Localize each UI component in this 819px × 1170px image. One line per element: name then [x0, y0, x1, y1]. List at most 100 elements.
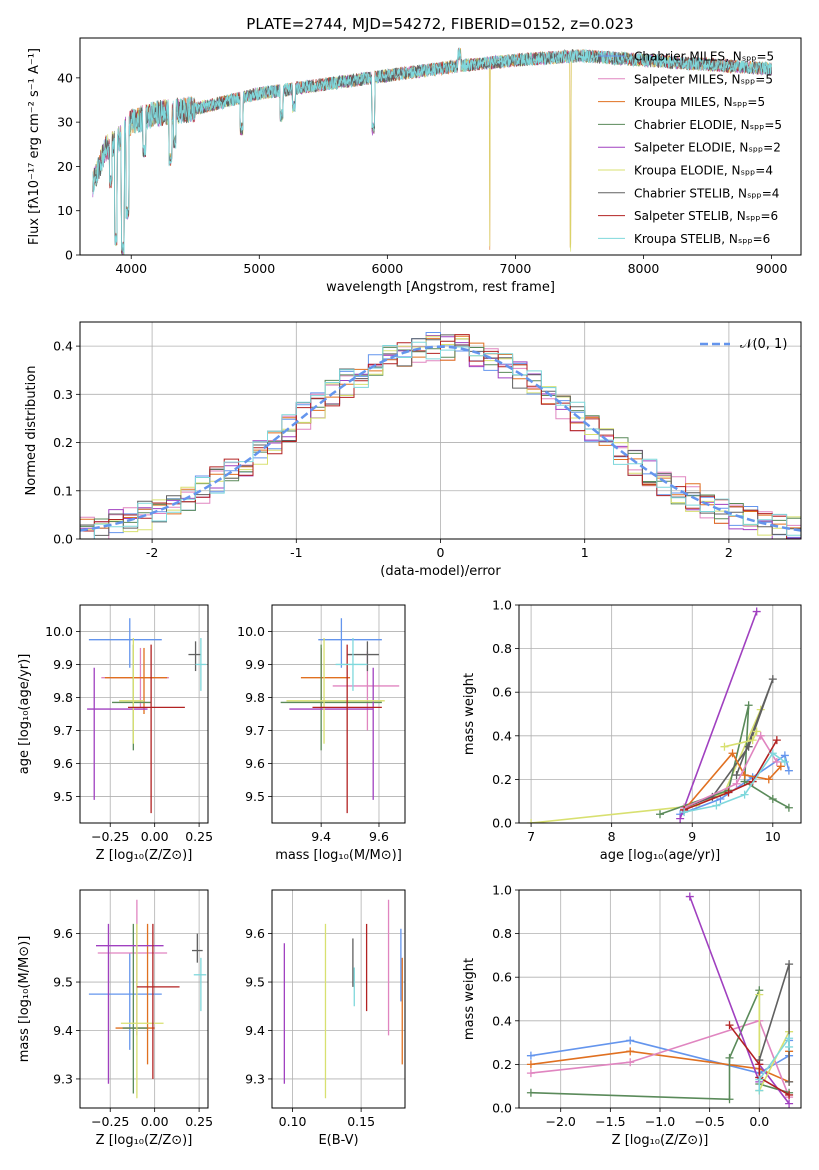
x-tick-label: −1.0 [645, 1114, 675, 1129]
plus-marker [744, 701, 753, 710]
axes-frame [79, 321, 802, 540]
histogram-steps [80, 341, 801, 539]
series-line [758, 1035, 790, 1091]
y-axis-label: mass weight [462, 673, 477, 755]
plus-marker [784, 766, 793, 775]
x-tick-label: 1 [581, 545, 589, 560]
x-tick-label: 0.10 [279, 1114, 307, 1129]
plus-marker [755, 1060, 764, 1069]
legend-label: Chabrier STELIB, Nₛₚₚ=4 [634, 186, 779, 200]
plus-marker [748, 736, 757, 745]
legend-label: Salpeter STELIB, Nₛₚₚ=6 [634, 209, 778, 223]
plus-marker [755, 1075, 764, 1084]
plot-area [527, 607, 793, 823]
x-tick-label: 9000 [756, 261, 788, 276]
x-tick-label: 0.00 [141, 829, 169, 844]
x-tick-label: 8000 [628, 261, 660, 276]
x-tick-label: −0.5 [694, 1114, 724, 1129]
x-tick-label: 0.25 [185, 829, 213, 844]
y-tick-label: 0 [65, 248, 73, 263]
plot-area [280, 618, 400, 814]
y-tick-label: 0.6 [492, 970, 512, 985]
plus-marker [756, 731, 765, 740]
y-tick-label: 9.3 [53, 1071, 73, 1086]
plus-marker [720, 742, 729, 751]
legend-label: Kroupa STELIB, Nₛₚₚ=6 [634, 232, 770, 246]
x-tick-label: 4000 [115, 261, 147, 276]
y-tick-label: 9.4 [53, 1023, 73, 1038]
y-tick-label: 9.4 [245, 1023, 265, 1038]
series-line [758, 994, 790, 1091]
y-axis-label: Flux [fλ10⁻¹⁷ erg cm⁻² s⁻¹ A⁻¹] [27, 48, 42, 245]
series-line [683, 739, 778, 811]
plus-marker [680, 808, 689, 817]
y-tick-label: 9.7 [53, 723, 73, 738]
x-tick-label: 9.6 [369, 829, 389, 844]
series-line [728, 1024, 790, 1096]
plus-marker [656, 810, 664, 819]
x-axis-label: Z [log₁₀(Z/Z⊙)] [96, 1133, 193, 1148]
mass-vs-EBV-panel: 0.10 0.15 9.3 9.4 9.5 9.6 E(B-V) [245, 889, 406, 1148]
massweight-vs-Z-panel: −2.0 −1.5 −1.0 −0.5 0.0 0.0 0.2 0.4 0.6 0.8 1.0 Z [… [462, 883, 802, 1148]
y-axis-label: age [log₁₀(age/yr)] [17, 654, 32, 775]
x-tick-label: 0.15 [347, 1114, 375, 1129]
x-axis-label: wavelength [Angstrom, rest frame] [326, 280, 555, 295]
x-tick-label: 7 [527, 829, 535, 844]
plus-marker [626, 1036, 635, 1045]
plus-marker [728, 749, 737, 758]
plus-marker [768, 675, 777, 684]
axes-frame [271, 889, 406, 1109]
y-tick-label: 9.5 [245, 975, 265, 990]
axes-frame [518, 604, 802, 824]
plus-marker [740, 771, 749, 780]
y-tick-label: 0.8 [492, 926, 512, 941]
x-tick-label: −0.25 [91, 829, 129, 844]
y-tick-label: 9.6 [245, 926, 265, 941]
plus-marker [740, 790, 749, 799]
y-tick-label: 10.0 [237, 624, 265, 639]
axes-frame [79, 37, 802, 256]
x-axis-label: age [log₁₀(age/yr)] [600, 848, 721, 863]
residuals-panel: -2 -1 0 1 2 0.0 0.1 0.2 0.3 0.4 (data-model)/error… [24, 321, 802, 579]
plus-marker [685, 892, 694, 901]
y-tick-label: 0.4 [492, 1013, 512, 1028]
plus-marker [526, 1069, 535, 1078]
y-tick-label: 0.1 [53, 483, 73, 498]
plus-marker [785, 960, 794, 969]
axes-frame [79, 604, 209, 824]
y-tick-label: 0.2 [492, 772, 512, 787]
plot-area [283, 899, 403, 1099]
x-tick-label: 9 [688, 829, 696, 844]
plus-marker [785, 1042, 794, 1051]
legend-label: Kroupa ELODIE, Nₛₚₚ=4 [634, 164, 773, 178]
plus-marker [712, 801, 721, 810]
x-tick-label: 0 [437, 545, 445, 560]
x-tick-label: 2 [725, 545, 733, 560]
y-axis-label: mass [log₁₀(M/M⊙)] [17, 936, 32, 1063]
y-tick-label: 9.6 [245, 756, 265, 771]
plus-marker [526, 1051, 535, 1060]
y-tick-label: 0.0 [492, 816, 512, 831]
y-tick-label: 1.0 [492, 883, 512, 898]
x-tick-label: 10 [765, 829, 781, 844]
age-vs-Z-panel: −0.25 0.00 0.25 9.5 9.6 9.7 9.8 9.9 10.0 Z [log₁₀… [17, 604, 213, 863]
x-axis-label: (data-model)/error [380, 564, 501, 579]
y-tick-label: 0.0 [492, 1101, 512, 1116]
y-tick-label: 9.6 [53, 926, 73, 941]
y-tick-label: 0.0 [53, 532, 73, 547]
y-tick-label: 9.9 [245, 657, 265, 672]
figure-title: PLATE=2744, MJD=54272, FIBERID=0152, z=0… [246, 15, 633, 33]
plus-marker [732, 779, 741, 788]
legend-label: Kroupa MILES, Nₛₚₚ=5 [634, 95, 765, 109]
plus-marker [744, 742, 753, 751]
y-tick-label: 9.8 [245, 690, 265, 705]
series-line [531, 709, 762, 823]
plus-marker [764, 775, 773, 784]
legend: Chabrier MILES, Nₛₚₚ=5 Salpeter MILES, Nₛ… [598, 50, 782, 246]
plus-marker [725, 1053, 734, 1062]
y-tick-label: 10.0 [45, 624, 73, 639]
x-tick-label: -2 [146, 545, 158, 560]
y-tick-label: 0.8 [492, 641, 512, 656]
plus-marker [772, 757, 781, 766]
